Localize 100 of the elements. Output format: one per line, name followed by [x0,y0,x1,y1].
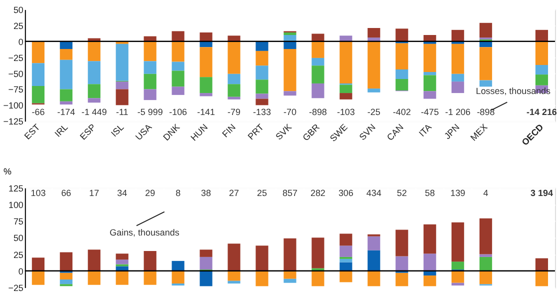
bar [396,230,408,256]
bar [116,44,128,81]
annotation: 66 [61,188,72,198]
bar [144,61,156,74]
bar [396,43,408,70]
bar [396,79,408,90]
bar [144,74,156,90]
bar [172,86,184,95]
annotation: 306 [338,188,354,198]
bar [424,72,436,76]
bar [88,41,100,62]
bar [368,41,380,89]
bar [284,49,296,92]
bar [452,74,464,82]
bar [116,254,128,260]
bar [340,262,352,271]
bar [172,260,184,271]
y-tick-label: −125 [3,116,24,127]
bar [368,28,380,38]
bar [312,66,324,84]
annotation: -5 999 [137,107,163,118]
bar [172,41,184,62]
bar [144,89,156,100]
bar [284,35,296,42]
bar [144,250,156,271]
bar [32,86,44,104]
bar [228,96,240,100]
bar [452,270,464,283]
bar [424,276,436,286]
bar [228,270,240,281]
bar [144,270,156,285]
bar [284,91,296,96]
y-tick-label: −25 [8,52,24,63]
bar [228,41,240,74]
bar [228,74,240,84]
annotation: Losses, thousands [476,86,552,96]
bar [340,36,352,42]
annotation: -66 [32,107,45,118]
bar [424,254,436,271]
y-tick-label: 50 [13,4,24,15]
x-tick-label: JPN [442,122,462,142]
bar [396,28,408,42]
bar [172,31,184,42]
bar [200,256,212,270]
bar [535,74,548,86]
y-tick-label: 25 [13,250,24,260]
bar [479,22,492,38]
bar [256,270,268,286]
annotation: -141 [197,107,216,118]
bar [340,93,352,100]
bar [368,88,380,92]
bar [32,42,44,64]
annotation: -11 [116,107,128,118]
annotation: 38 [201,188,212,198]
bar [340,246,352,257]
annotation: Gains, thousands [110,228,180,238]
bar [424,44,436,72]
bar [200,270,212,286]
annotation: -898 [476,107,495,118]
y-tick-label: −100 [3,100,24,111]
bar [452,282,464,286]
x-tick-label: ITA [416,122,434,138]
bar [479,47,492,80]
bar [60,280,72,284]
bar [116,82,128,90]
bar [479,256,492,271]
y-tick-label: 0 [18,36,24,47]
x-tick-label: USA [134,122,154,142]
annotation: 8 [176,188,181,198]
annotation: 103 [30,188,46,198]
bar [312,34,324,42]
bar [312,270,324,286]
bar [200,250,212,257]
bar [312,238,324,268]
bar [256,98,268,106]
bar [256,246,268,271]
bar [256,94,268,99]
annotation: -174 [57,107,76,118]
bar [424,91,436,99]
annotation: -70 [283,107,296,118]
x-tick-label: FIN [220,122,238,140]
y-tick-label: 25 [13,20,24,31]
bar [200,47,212,78]
bar [256,66,268,80]
bar [172,62,184,71]
bar [368,270,380,286]
bar [396,69,408,80]
bar [116,89,128,106]
bar [452,82,464,94]
bar [452,30,464,42]
annotation: 29 [145,188,156,198]
bar [535,64,548,75]
x-tick-label: ISL [109,122,126,139]
bar [116,270,128,285]
bar [479,218,492,254]
bar [284,41,296,50]
bar [479,270,492,284]
annotation: -106 [169,107,188,118]
annotation: 4 [483,188,488,198]
bar [424,35,436,42]
